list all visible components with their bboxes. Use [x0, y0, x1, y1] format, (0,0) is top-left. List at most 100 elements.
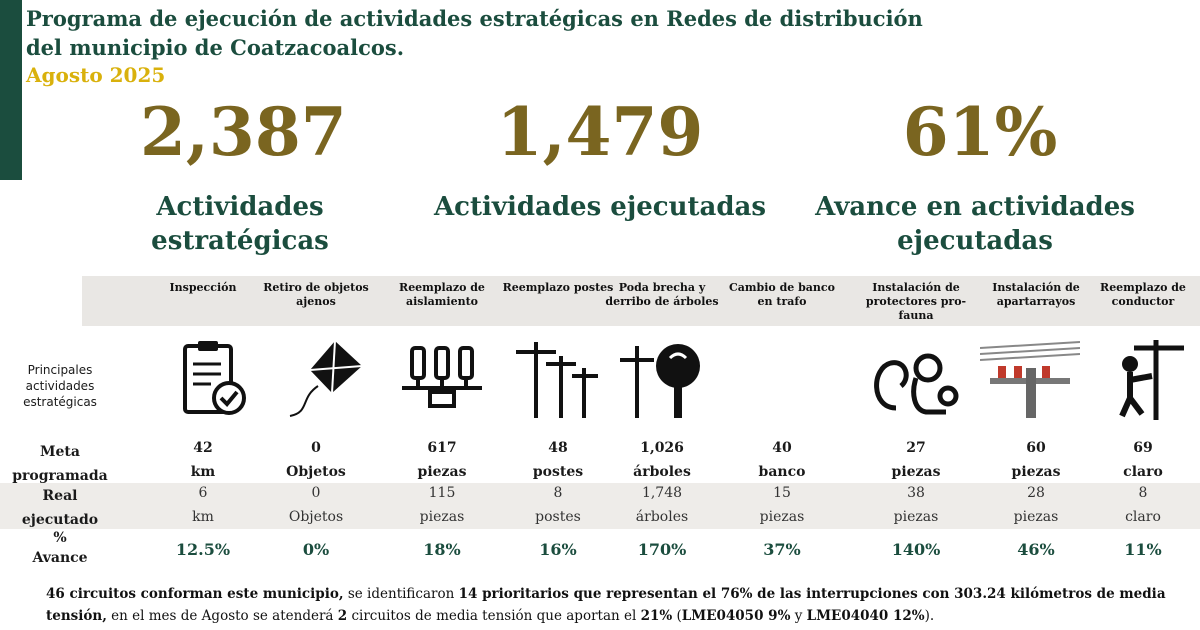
page-title: Programa de ejecución de actividades est… — [26, 6, 923, 60]
meta-unit: piezas — [1011, 464, 1061, 480]
footer-bold: LME04040 12% — [806, 608, 925, 624]
col-head-postes: Reemplazo postes — [502, 281, 614, 294]
avance-value: 11% — [1124, 540, 1162, 559]
lineman-icon — [1094, 338, 1194, 420]
row-label-real: Real ejecutado — [10, 484, 110, 532]
real-value: 6 — [198, 485, 208, 501]
real-unit: km — [192, 509, 214, 525]
row-label-line: % — [53, 530, 67, 546]
row-label-line: Real — [42, 488, 78, 504]
meta-value: 69 — [1133, 440, 1153, 456]
footer-text: se identificaron — [343, 586, 459, 602]
header-band — [82, 276, 1200, 326]
meta-unit: Objetos — [286, 464, 346, 480]
meta-value: 1,026 — [640, 440, 684, 456]
real-value: 1,748 — [641, 485, 683, 501]
kpi-value-progress: 61% — [902, 93, 1058, 171]
meta-value: 48 — [548, 440, 568, 456]
col-head-aislamiento: Reemplazo de aislamiento — [399, 281, 485, 308]
meta-value: 27 — [906, 440, 926, 456]
real-value: 38 — [907, 485, 925, 501]
footer-bold: 46 circuitos conforman este municipio, — [46, 586, 344, 602]
real-value: 28 — [1027, 485, 1045, 501]
row-label-meta: Meta programada — [10, 440, 110, 488]
side-accent-bar — [0, 0, 22, 180]
col-head-inspeccion: Inspección — [169, 281, 237, 294]
kpi-label-total: Actividades estratégicas — [140, 190, 340, 258]
kpi-label-line: ejecutadas — [897, 226, 1053, 256]
col-head-poda: Poda brecha y derribo de árboles — [605, 281, 719, 308]
footer-note: 46 circuitos conforman este municipio, s… — [46, 583, 1166, 627]
meta-unit: piezas — [417, 464, 467, 480]
real-unit: piezas — [893, 509, 939, 525]
meta-value: 60 — [1026, 440, 1046, 456]
utility-poles-icon — [506, 338, 606, 420]
real-unit: postes — [535, 509, 581, 525]
row-label-line: ejecutado — [21, 512, 99, 528]
avance-value: 46% — [1017, 540, 1055, 559]
avance-value: 18% — [423, 540, 461, 559]
footer-text: y — [790, 608, 807, 624]
real-value: 0 — [311, 485, 321, 501]
real-value: 115 — [428, 485, 456, 501]
avance-value: 0% — [302, 540, 330, 559]
kpi-label-line: Avance en actividades — [815, 192, 1135, 222]
avance-value: 170% — [637, 540, 687, 559]
kpi-label-progress: Avance en actividades ejecutadas — [810, 190, 1140, 258]
col-head-retiro: Retiro de objetos ajenos — [263, 281, 369, 308]
avance-value: 37% — [763, 540, 801, 559]
real-unit: piezas — [1013, 509, 1059, 525]
avance-value: 140% — [891, 540, 941, 559]
insulator-icon — [392, 338, 492, 420]
clipboard-check-icon — [163, 338, 263, 420]
meta-unit: km — [190, 464, 216, 480]
meta-unit: piezas — [891, 464, 941, 480]
footer-text: circuitos de media tensión que aportan e… — [347, 608, 641, 624]
kpi-value-executed: 1,479 — [496, 93, 704, 171]
avance-value: 12.5% — [175, 540, 231, 559]
footer-bold: 21% — [640, 608, 673, 624]
row-label-avance: % Avance — [10, 528, 110, 568]
kpi-label-executed: Actividades ejecutadas — [420, 190, 780, 224]
col-head-apartarrayos: Instalación de apartarrayos — [992, 281, 1080, 308]
real-unit: piezas — [419, 509, 465, 525]
col-head-banco: Cambio de banco en trafo — [729, 281, 835, 308]
real-unit: árboles — [635, 509, 689, 525]
col-head-profauna: Instalación de protectores pro-fauna — [865, 281, 967, 322]
row-label-line: programada — [12, 468, 108, 484]
row-label-line: Meta — [40, 444, 80, 460]
col-head-conductor: Reemplazo de conductor — [1100, 281, 1186, 308]
real-row-band — [0, 483, 1200, 529]
meta-unit: claro — [1123, 464, 1163, 480]
kpi-label-line: estratégicas — [151, 226, 329, 256]
meta-unit: árboles — [633, 464, 691, 480]
footer-bold: LME04050 9% — [681, 608, 791, 624]
row-label-line: Avance — [32, 550, 88, 566]
meta-value: 40 — [772, 440, 792, 456]
real-unit: claro — [1125, 509, 1161, 525]
kite-icon — [270, 338, 370, 420]
real-unit: piezas — [759, 509, 805, 525]
meta-value: 617 — [427, 440, 457, 456]
meta-value: 0 — [311, 440, 321, 456]
kpi-label-line: Actividades ejecutadas — [433, 192, 767, 222]
kpi-label-line: Actividades — [156, 192, 324, 222]
surge-arrester-icon — [979, 338, 1081, 420]
meta-unit: banco — [758, 464, 806, 480]
squirrel-icon — [866, 338, 966, 420]
meta-unit: postes — [532, 464, 584, 480]
kpi-value-total: 2,387 — [140, 93, 347, 171]
avance-value: 16% — [539, 540, 577, 559]
footer-bold: 14 prioritarios que representan el 76% d… — [46, 586, 1166, 624]
page-subtitle: Agosto 2025 — [26, 63, 166, 87]
footer-text: en el mes de Agosto se atenderá — [106, 608, 338, 624]
meta-value: 42 — [193, 440, 213, 456]
real-value: 15 — [773, 485, 791, 501]
footer-bold: 2 — [337, 608, 348, 624]
real-unit: Objetos — [288, 509, 344, 525]
footer-text: ( — [672, 608, 682, 624]
footer-text: ). — [924, 608, 935, 624]
real-value: 8 — [1138, 485, 1148, 501]
row-label-activities: Principales actividades estratégicas — [23, 363, 97, 409]
tree-pole-icon — [612, 338, 712, 420]
